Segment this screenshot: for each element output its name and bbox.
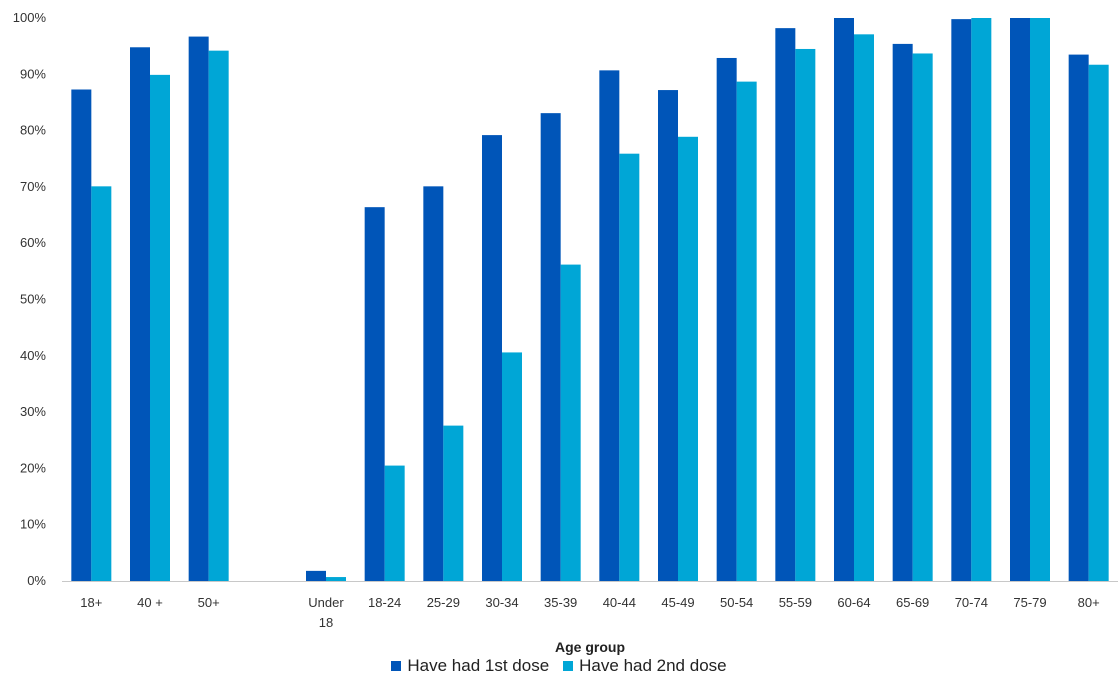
- bar-series-1: [619, 153, 640, 582]
- legend-item-series-0: Have had 1st dose: [391, 656, 549, 676]
- bar-series-0: [834, 18, 854, 581]
- y-tick-label: 80%: [20, 123, 46, 138]
- x-tick-label: 40 +: [137, 595, 163, 610]
- x-tick-label: 40-44: [603, 595, 636, 610]
- bar-series-0: [364, 207, 385, 581]
- bar-series-0: [306, 570, 326, 581]
- bar-series-1: [1030, 18, 1050, 581]
- bar-series-0: [188, 36, 209, 582]
- legend: Have had 1st dose Have had 2nd dose: [0, 656, 1118, 676]
- x-tick-label: 80+: [1078, 595, 1100, 610]
- bar-series-0: [1010, 18, 1030, 581]
- bar-series-0: [951, 19, 972, 582]
- x-tick-label: 25-29: [427, 595, 460, 610]
- bar-series-1: [912, 53, 933, 582]
- y-tick-label: 30%: [20, 404, 46, 419]
- bar-series-1: [1088, 64, 1109, 581]
- bar-series-0: [130, 47, 150, 581]
- legend-label-series-1: Have had 2nd dose: [579, 656, 727, 675]
- bar-series-0: [71, 89, 92, 581]
- y-tick-label: 0%: [27, 573, 46, 588]
- bar-series-1: [91, 186, 112, 581]
- bar-series-1: [326, 577, 346, 581]
- y-tick-label: 90%: [20, 66, 46, 81]
- x-tick-label: 30-34: [485, 595, 518, 610]
- bar-series-1: [678, 136, 698, 581]
- bar-series-0: [423, 186, 444, 581]
- y-tick-label: 60%: [20, 235, 46, 250]
- bars: [71, 18, 1109, 582]
- bar-series-1: [971, 18, 992, 581]
- x-tick-label: 55-59: [779, 595, 812, 610]
- y-tick-label: 100%: [13, 10, 47, 25]
- bar-series-1: [795, 48, 816, 581]
- bar-series-1: [443, 425, 464, 581]
- bar-series-0: [1068, 54, 1089, 582]
- x-tick-label: 70-74: [955, 595, 988, 610]
- x-tick-label: 65-69: [896, 595, 929, 610]
- x-tick-label: 18+: [80, 595, 102, 610]
- bar-series-1: [384, 465, 405, 581]
- legend-swatch-series-0: [391, 661, 402, 671]
- legend-label-series-0: Have had 1st dose: [407, 656, 550, 675]
- y-axis-ticks: 0% 10% 20% 30% 40% 50% 60% 70% 80% 90% 100%: [13, 10, 47, 588]
- x-tick-label: 50+: [198, 595, 220, 610]
- bar-series-0: [599, 70, 620, 581]
- x-axis-title: Age group: [555, 639, 625, 655]
- y-tick-label: 20%: [20, 460, 46, 475]
- x-tick-label: 35-39: [544, 595, 577, 610]
- x-tick-label: 50-54: [720, 595, 753, 610]
- bar-series-0: [775, 28, 796, 582]
- bar-series-1: [736, 81, 757, 581]
- x-tick-label: Under 18: [308, 595, 344, 630]
- bar-series-1: [854, 34, 874, 581]
- bar-series-1: [560, 264, 581, 581]
- bar-series-1: [150, 74, 170, 581]
- y-tick-label: 40%: [20, 348, 46, 363]
- bar-series-0: [658, 90, 678, 582]
- x-tick-label: 45-49: [661, 595, 694, 610]
- y-tick-label: 70%: [20, 179, 46, 194]
- bar-series-1: [502, 352, 522, 581]
- legend-item-series-1: Have had 2nd dose: [563, 656, 727, 676]
- x-tick-label: 75-79: [1013, 595, 1046, 610]
- x-tick-label: 18-24: [368, 595, 401, 610]
- y-tick-label: 10%: [20, 517, 46, 532]
- bar-series-0: [482, 135, 502, 581]
- x-tick-label: 60-64: [837, 595, 870, 610]
- bar-series-1: [208, 50, 229, 582]
- y-tick-label: 50%: [20, 292, 46, 307]
- bar-series-0: [716, 57, 737, 581]
- x-axis-ticks: 18+ 40 + 50+ Under 18 18-24 25-29 30-34 35-39 40-…: [80, 595, 1099, 630]
- legend-swatch-series-1: [563, 661, 574, 671]
- bar-series-0: [892, 43, 913, 581]
- bar-series-0: [540, 113, 561, 581]
